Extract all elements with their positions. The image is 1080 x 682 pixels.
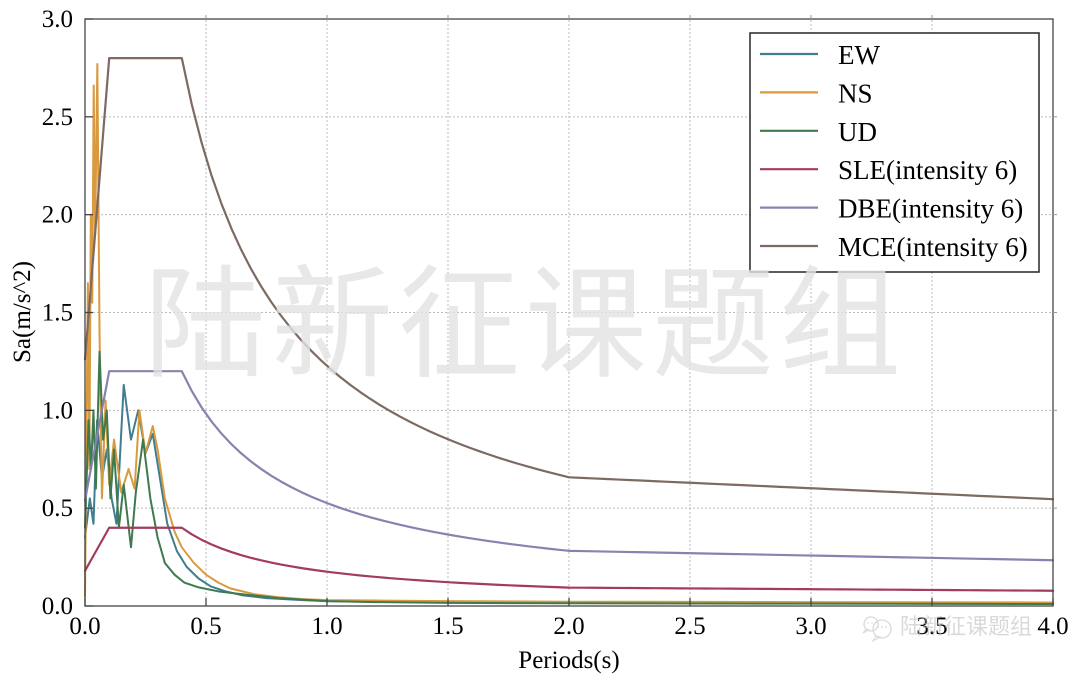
svg-text:SLE(intensity 6): SLE(intensity 6) bbox=[838, 155, 1017, 185]
svg-text:2.5: 2.5 bbox=[42, 104, 73, 131]
svg-text:EW: EW bbox=[838, 40, 880, 70]
svg-text:UD: UD bbox=[838, 117, 877, 147]
svg-text:NS: NS bbox=[838, 78, 873, 108]
svg-text:MCE(intensity 6): MCE(intensity 6) bbox=[838, 232, 1028, 262]
svg-text:3.0: 3.0 bbox=[795, 613, 826, 640]
svg-text:Sa(m/s^2): Sa(m/s^2) bbox=[9, 261, 36, 363]
svg-text:0.0: 0.0 bbox=[42, 593, 73, 620]
svg-text:1.0: 1.0 bbox=[311, 613, 342, 640]
svg-text:4.0: 4.0 bbox=[1037, 613, 1068, 640]
svg-text:1.5: 1.5 bbox=[42, 300, 73, 327]
svg-text:Periods(s): Periods(s) bbox=[518, 647, 619, 674]
svg-text:DBE(intensity 6): DBE(intensity 6) bbox=[838, 194, 1023, 224]
svg-text:2.0: 2.0 bbox=[553, 613, 584, 640]
svg-text:陆新征课题组: 陆新征课题组 bbox=[144, 259, 906, 394]
svg-text:0.5: 0.5 bbox=[190, 613, 221, 640]
svg-text:3.0: 3.0 bbox=[42, 6, 73, 33]
svg-text:0.0: 0.0 bbox=[69, 613, 100, 640]
svg-text:陆新征课题组: 陆新征课题组 bbox=[900, 614, 1032, 639]
svg-text:2.5: 2.5 bbox=[674, 613, 705, 640]
svg-text:1.0: 1.0 bbox=[42, 397, 73, 424]
svg-text:2.0: 2.0 bbox=[42, 202, 73, 229]
svg-text:0.5: 0.5 bbox=[42, 495, 73, 522]
svg-text:1.5: 1.5 bbox=[432, 613, 463, 640]
